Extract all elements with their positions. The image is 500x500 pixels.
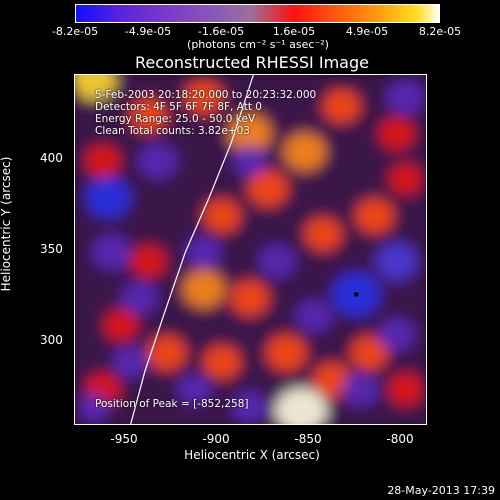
heatmap-cold-region (231, 391, 268, 424)
y-tick-label: 350 (40, 242, 63, 256)
heatmap-hot-region (350, 335, 388, 370)
heatmap-cold-region (120, 281, 159, 315)
heatmap-cold-region (232, 145, 267, 177)
heatmap-hot-region (322, 89, 361, 123)
heatmap-cold-region (112, 345, 149, 379)
heatmap-hot-region (75, 75, 117, 100)
heatmap-cold-region (85, 176, 131, 219)
heatmap-hot-region (355, 198, 395, 234)
colorbar-tick-label: -4.9e-05 (124, 25, 172, 38)
heatmap-hot-region (378, 117, 415, 150)
heatmap-image (75, 75, 426, 424)
heatmap-cold-region (341, 372, 379, 407)
heatmap-hot-region (247, 169, 289, 207)
y-axis-label: Heliocentric Y (arcsec) (0, 156, 13, 292)
heatmap-cold-region (258, 244, 297, 279)
heatmap-hot-region (230, 280, 270, 316)
heatmap-hot-region (103, 309, 139, 341)
heatmap-hot-region (387, 373, 424, 406)
colorbar-tick-label: -8.2e-05 (51, 25, 99, 38)
peak-marker-dot (354, 292, 359, 297)
heatmap-hot-region (147, 335, 187, 371)
annotation-clean-counts: Clean Total counts: 3.82e+03 (95, 125, 250, 137)
colorbar-tick-label: 4.9e-05 (345, 25, 389, 38)
y-tick-label: 400 (40, 151, 63, 165)
colorbar-tick-label: 8.2e-05 (418, 25, 462, 38)
heatmap-hot-region (203, 198, 241, 233)
heatmap-hot-region (182, 269, 225, 308)
annotation-detectors: Detectors: 4F 5F 6F 7F 8F, Att 0 (95, 101, 262, 113)
plot-area: 5-Feb-2003 20:18:20.000 to 20:23:32.000 … (74, 74, 427, 425)
annotation-energy-range: Energy Range: 25.0 - 50.0 keV (95, 113, 256, 125)
heatmap-cold-region (177, 373, 212, 405)
x-tick-label: -850 (294, 432, 322, 446)
solar-limb-curve (130, 75, 254, 424)
timestamp: 28-May-2013 17:39 (387, 484, 495, 497)
heatmap-hot-region (84, 144, 121, 178)
heatmap-hot-region (203, 345, 241, 379)
annotation-time-range: 5-Feb-2003 20:18:20.000 to 20:23:32.000 (95, 89, 317, 101)
colorbar-unit-label: (photons cm⁻² s⁻¹ asec⁻²) (187, 38, 329, 51)
heatmap-hot-region (227, 113, 272, 154)
heatmap-hot-region (304, 217, 343, 251)
chart-title: Reconstructed RHESSI Image (135, 53, 369, 72)
colorbar (75, 4, 440, 23)
colorbar-tick-label: -1.6e-05 (197, 25, 245, 38)
heatmap-cold-region (377, 317, 416, 352)
heatmap-hot-region (283, 132, 327, 171)
peak-marker (354, 292, 359, 297)
x-axis-label: Heliocentric X (arcsec) (184, 448, 320, 462)
heatmap-hot-region (130, 245, 167, 278)
y-tick-label: 300 (40, 333, 63, 347)
heatmap-cold-region (386, 79, 426, 115)
heatmap-cold-region (375, 242, 418, 281)
heatmap-cold-region (296, 300, 333, 333)
heatmap-hot-region (266, 334, 307, 372)
annotation-peak-position: Position of Peak = [-852,258] (95, 398, 249, 410)
heatmap-hot-region (388, 163, 424, 195)
x-tick-label: -950 (110, 432, 138, 446)
heatmap-cold-region (185, 236, 222, 269)
heatmap-hot-region (184, 79, 224, 115)
heatmap-cold-region (76, 392, 110, 423)
heatmap-cold-region (138, 143, 178, 179)
heatmap-hot-region (129, 98, 168, 133)
x-tick-label: -800 (386, 432, 414, 446)
heatmap-hot-region (275, 387, 328, 424)
colorbar-tick-label: 1.6e-05 (272, 25, 316, 38)
heatmap-cold-region (92, 234, 132, 270)
x-tick-label: -900 (202, 432, 230, 446)
